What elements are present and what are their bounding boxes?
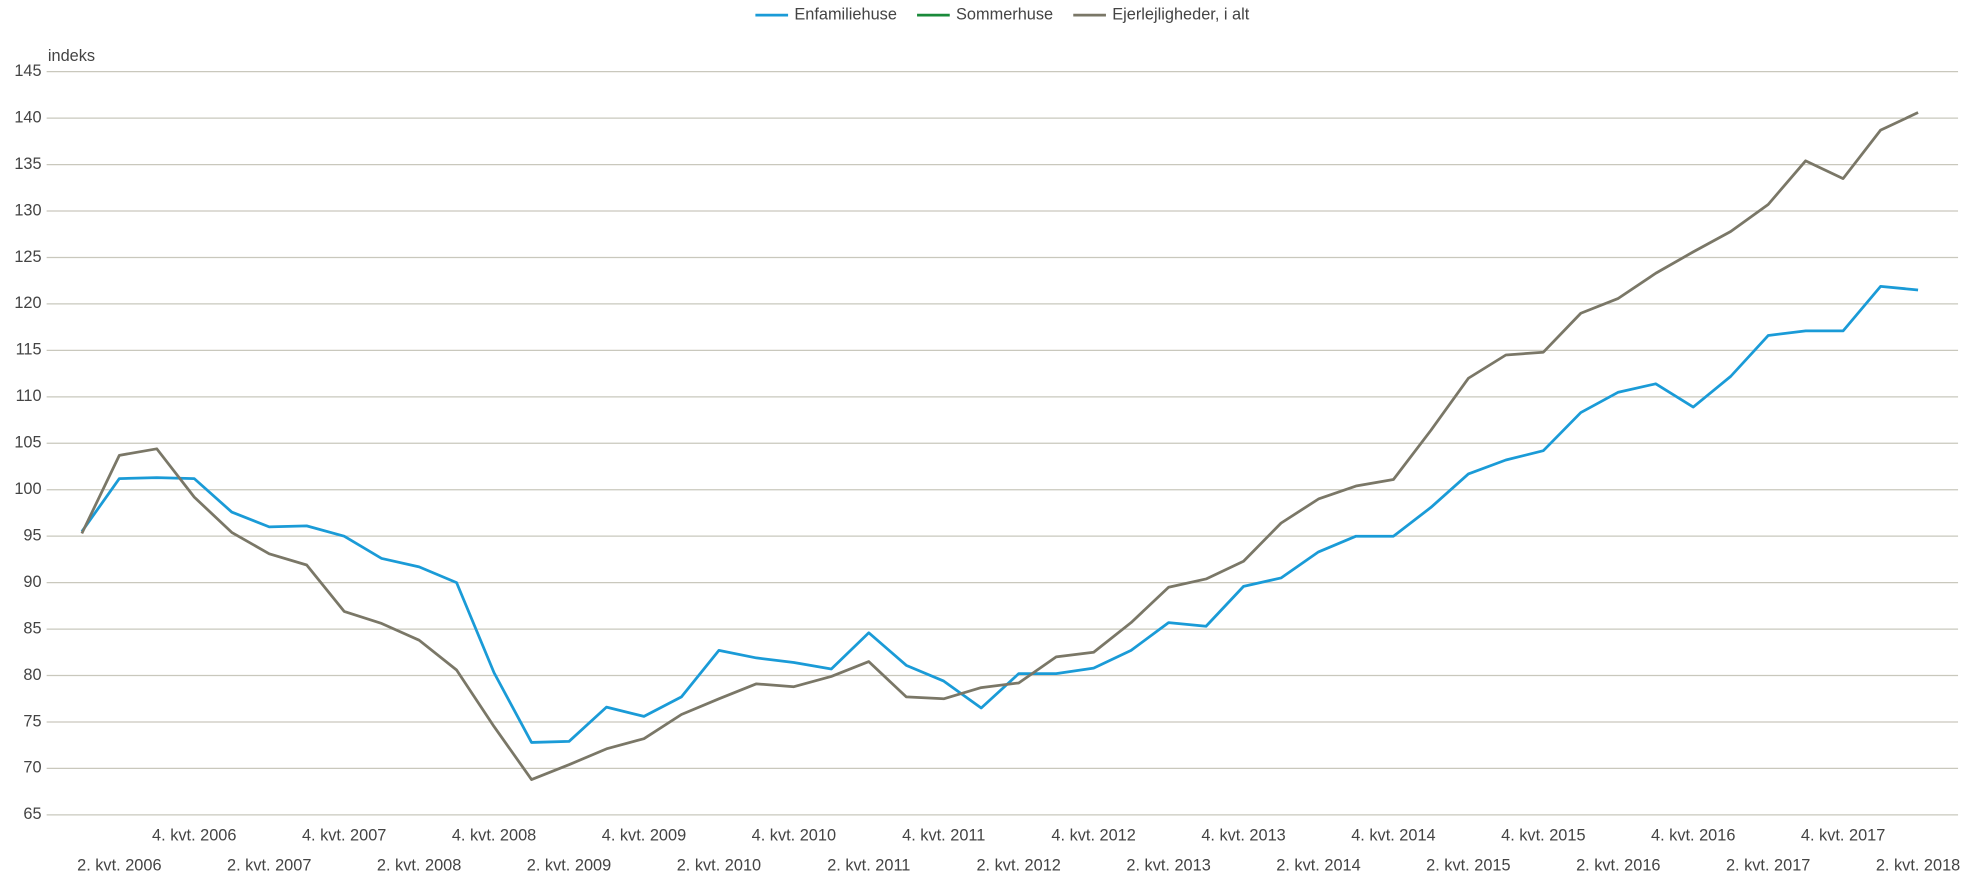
series-line	[80, 111, 1919, 781]
x-tick-label: 2. kvt. 2008	[377, 857, 461, 875]
legend-label: Ejerlejligheder, i alt	[1112, 5, 1250, 23]
x-tick-label: 4. kvt. 2006	[152, 827, 236, 845]
x-tick-label: 2. kvt. 2015	[1426, 857, 1510, 875]
series-line	[80, 284, 1919, 744]
y-tick-label: 140	[14, 108, 41, 126]
y-tick-label: 95	[23, 526, 41, 544]
x-tick-label: 4. kvt. 2014	[1351, 827, 1435, 845]
x-tick-label: 2. kvt. 2013	[1126, 857, 1210, 875]
y-axis-label: indeks	[48, 47, 95, 65]
x-tick-label: 2. kvt. 2011	[827, 857, 910, 875]
x-tick-label: 2. kvt. 2014	[1276, 857, 1360, 875]
legend-label: Sommerhuse	[956, 5, 1053, 23]
legend-item: Enfamiliehuse	[755, 5, 897, 23]
y-tick-label: 125	[14, 248, 41, 266]
legend-item: Sommerhuse	[917, 5, 1053, 23]
x-tick-label: 4. kvt. 2013	[1201, 827, 1285, 845]
y-tick-label: 110	[16, 387, 42, 405]
y-tick-label: 135	[14, 155, 41, 173]
x-tick-label: 2. kvt. 2016	[1576, 857, 1660, 875]
x-tick-label: 2. kvt. 2018	[1876, 857, 1960, 875]
x-tick-label: 4. kvt. 2016	[1651, 827, 1735, 845]
legend-item: Ejerlejligheder, i alt	[1073, 5, 1250, 23]
x-tick-label: 2. kvt. 2012	[976, 857, 1060, 875]
legend: Enfamiliehuse Sommerhuse Ejerlejligheder, …	[755, 5, 1250, 23]
y-tick-label: 120	[14, 294, 41, 312]
y-tick-label: 115	[16, 341, 42, 359]
y-tick-label: 90	[23, 573, 41, 591]
x-tick-label: 2. kvt. 2006	[77, 857, 161, 875]
y-tick-label: 75	[23, 712, 41, 730]
y-tick-label: 65	[23, 805, 41, 823]
y-tick-label: 130	[14, 201, 41, 219]
x-tick-label: 4. kvt. 2010	[752, 827, 836, 845]
y-tick-label: 105	[14, 434, 41, 452]
x-tick-label: 4. kvt. 2011	[902, 827, 985, 845]
x-tick-label: 2. kvt. 2010	[677, 857, 761, 875]
x-tick-label: 4. kvt. 2015	[1501, 827, 1585, 845]
x-tick-label: 4. kvt. 2009	[602, 827, 686, 845]
y-tick-label: 80	[23, 666, 41, 684]
y-tick-label: 70	[23, 759, 41, 777]
x-tick-label: 2. kvt. 2007	[227, 857, 311, 875]
y-tick-label: 145	[14, 62, 41, 80]
x-tick-label: 2. kvt. 2009	[527, 857, 611, 875]
x-tick-label: 4. kvt. 2008	[452, 827, 536, 845]
y-tick-label: 85	[23, 619, 41, 637]
x-tick-label: 4. kvt. 2012	[1051, 827, 1135, 845]
legend-label: Enfamiliehuse	[794, 5, 897, 23]
y-tick-label: 100	[14, 480, 41, 498]
x-tick-label: 2. kvt. 2017	[1726, 857, 1810, 875]
x-tick-label: 4. kvt. 2007	[302, 827, 386, 845]
x-tick-label: 4. kvt. 2017	[1801, 827, 1885, 845]
